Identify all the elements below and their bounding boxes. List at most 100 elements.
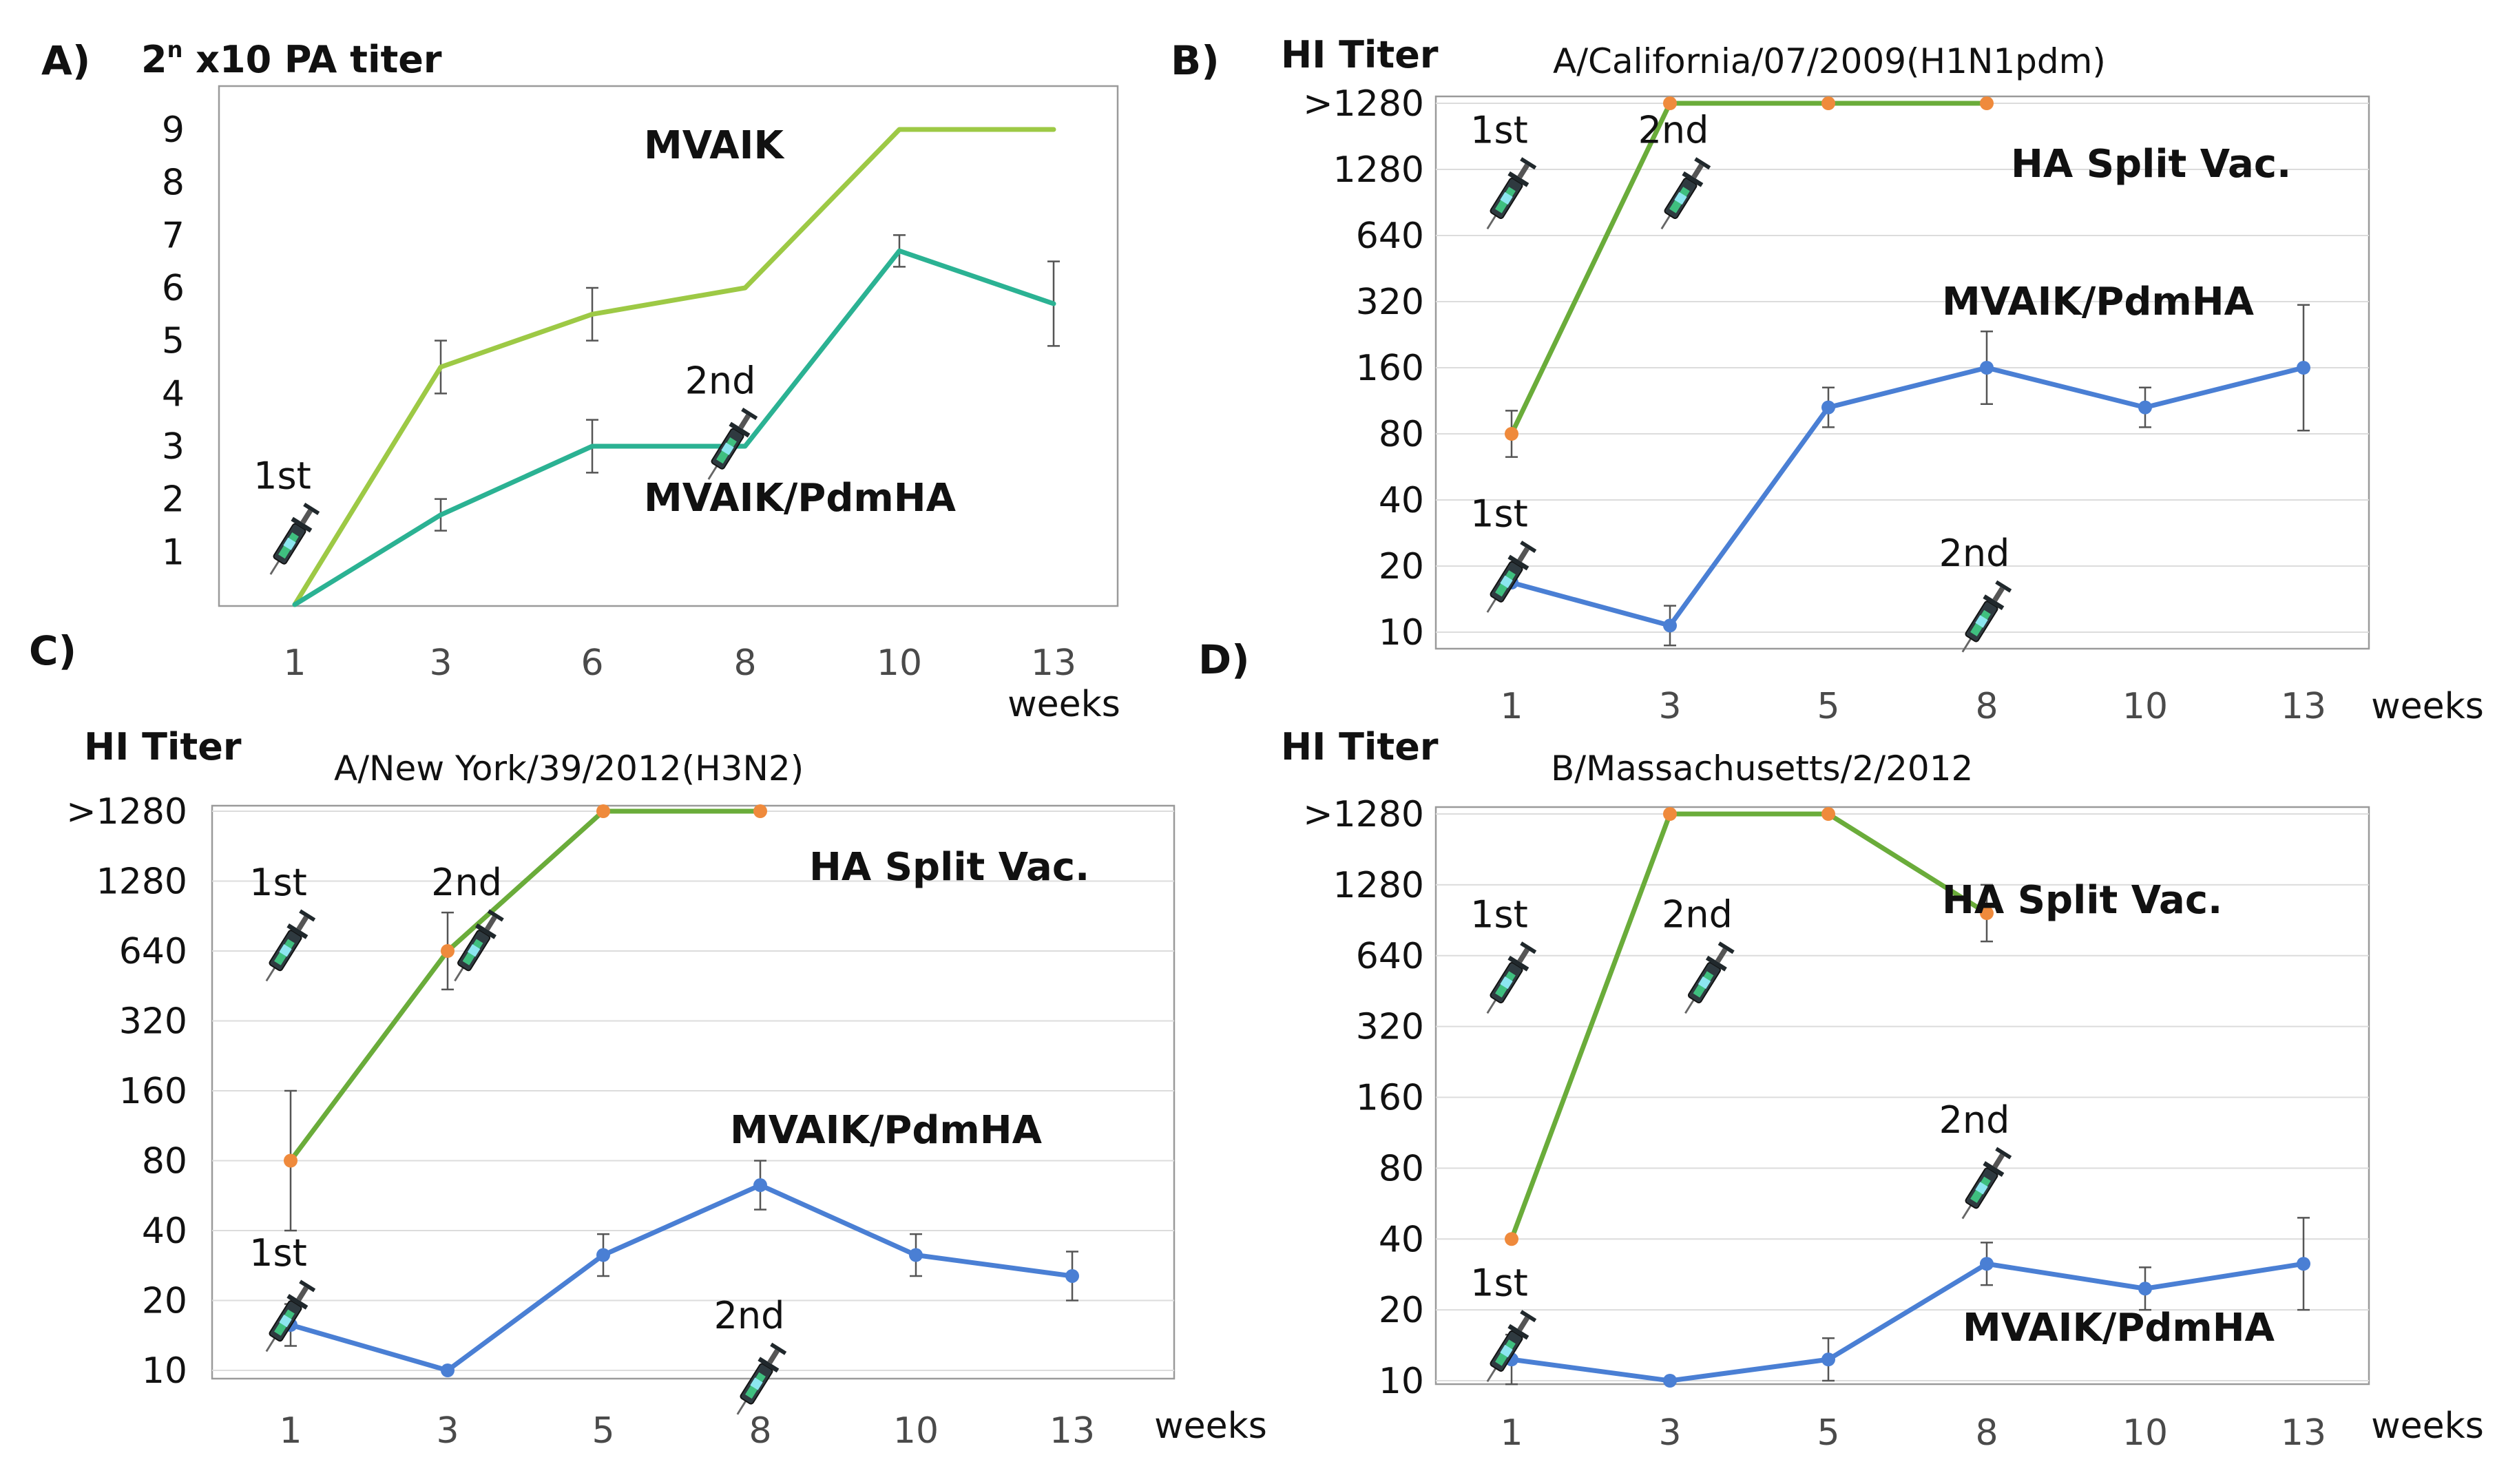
syringe-needle [1486, 999, 1497, 1014]
data-point [596, 804, 610, 818]
panel-label-a: A) [41, 37, 90, 84]
y-tick-label: 80 [1379, 414, 1424, 455]
series-label-ha-split-b: HA Split Vac. [2011, 142, 2291, 187]
dose-label: 2nd [1939, 532, 2010, 575]
dose-label: 2nd [1662, 893, 1733, 937]
series-line [292, 248, 1056, 607]
y-tick-label: 40 [1379, 480, 1424, 521]
syringe-needle [265, 967, 276, 982]
data-point [909, 1248, 923, 1262]
syringe-flange [1983, 1161, 2005, 1177]
y-tick-labels-a: 1 2 3 4 5 6 7 8 9 [162, 109, 185, 573]
x-axis-title-b: weeks [2371, 686, 2484, 727]
y-tick-label: >1280 [1303, 83, 1424, 125]
syringe-window [1500, 575, 1513, 588]
syringe-window [1500, 191, 1513, 205]
y-tick-label: 20 [1379, 1290, 1424, 1331]
syringe-window [279, 1315, 292, 1328]
x-tick-label: 13 [1031, 642, 1076, 684]
syringe-needle [1486, 1368, 1497, 1383]
x-tick-label: 8 [1975, 1412, 1998, 1454]
syringe-window [1975, 1182, 1988, 1195]
y-tick-label: 1280 [1333, 149, 1424, 191]
syringe-needle [707, 465, 718, 480]
data-point [1505, 1232, 1518, 1246]
y-tick-label: 20 [1379, 546, 1424, 587]
syringe-icon [265, 909, 316, 982]
y-tick-label: 10 [1379, 612, 1424, 654]
x-tick-label: 8 [733, 642, 756, 684]
y-axis-title-c: HI Titer [84, 725, 242, 769]
x-tick-label: 3 [1658, 1412, 1681, 1454]
y-tick-label: 7 [162, 215, 185, 256]
syringe-plunger [1992, 587, 2005, 602]
panel-label-d: D) [1198, 636, 1250, 683]
syringe-plunger [738, 414, 751, 430]
syringe-plunger [1517, 547, 1529, 563]
syringe-icon [269, 503, 320, 575]
syringe-plunger [1517, 163, 1529, 179]
y-tick-label: 320 [119, 1001, 187, 1043]
x-tick-labels-a: 1 3 6 8 10 13 [283, 642, 1076, 684]
syringe-window [1500, 1344, 1513, 1358]
syringe-needle [265, 1337, 276, 1352]
y-tick-label: 40 [1379, 1219, 1424, 1260]
syringe-icon [1486, 1310, 1537, 1383]
x-tick-label: 8 [1975, 686, 1998, 727]
syringe-thumb [299, 909, 316, 922]
series-line [292, 127, 1056, 607]
syringe-window [1674, 191, 1687, 205]
x-tick-label: 13 [1049, 1410, 1095, 1452]
syringe-window [283, 537, 296, 550]
dose-label: 1st [1470, 893, 1528, 937]
plot-area-c [211, 804, 1176, 1380]
x-tick-labels-b: 1 3 5 8 10 13 [1500, 686, 2326, 727]
y-tick-label: 1 [162, 532, 185, 573]
y-tick-label: 160 [119, 1071, 187, 1112]
syringe-icon [1486, 157, 1537, 230]
syringe-needle [1486, 598, 1497, 613]
series-label-mvaik: MVAIK [644, 123, 785, 168]
panel-c: C) HI Titer A/New York/39/2012(H3N2) 10 … [29, 627, 1267, 1452]
syringe-flange [286, 923, 309, 939]
data-point [1663, 807, 1677, 821]
plot-area-a [218, 85, 1119, 607]
syringe-icon [1961, 1147, 2012, 1220]
data-point [1980, 361, 1994, 375]
syringe-needle [1684, 999, 1695, 1014]
syringe-flange [1682, 171, 1704, 187]
data-point [2297, 1257, 2310, 1271]
y-tick-label: 10 [1379, 1361, 1424, 1402]
x-tick-label: 1 [1500, 686, 1523, 727]
series-layer-c [284, 804, 1079, 1377]
x-tick-label: 1 [279, 1410, 302, 1452]
syringe-flange [1507, 955, 1529, 972]
syringe-plunger [1691, 163, 1704, 179]
syringe-window [467, 944, 481, 957]
y-tick-labels-b: 10 20 40 80 160 320 640 1280 >1280 [1303, 83, 1424, 654]
x-axis-title-c: weeks [1154, 1405, 1267, 1447]
syringe-thumb [741, 408, 758, 420]
dose-label: 2nd [1638, 109, 1709, 152]
dose-label: 2nd [714, 1294, 785, 1337]
gridlines-d [1436, 813, 2369, 1381]
y-axis-title-a-rest: x10 PA titer [182, 38, 442, 81]
syringe-plunger [1715, 948, 1728, 963]
x-tick-label: 10 [877, 642, 922, 684]
data-point [284, 1153, 297, 1168]
syringe-icon [1684, 941, 1735, 1014]
dose-label: 2nd [431, 861, 502, 904]
x-tick-label: 3 [1658, 686, 1681, 727]
syringe-flange [1507, 171, 1529, 187]
y-tick-label: 640 [1356, 216, 1424, 257]
syringe-plunger [296, 915, 309, 931]
x-tick-label: 13 [2281, 686, 2326, 727]
series-line [1509, 365, 2306, 628]
dose-label: 2nd [685, 359, 756, 402]
x-tick-label: 10 [2122, 686, 2168, 727]
x-tick-label: 3 [429, 642, 452, 684]
plot-area-d [1434, 806, 2370, 1386]
dose-label: 1st [249, 1231, 307, 1275]
syringe-plunger [300, 509, 313, 525]
syringe-icon [1486, 941, 1537, 1014]
